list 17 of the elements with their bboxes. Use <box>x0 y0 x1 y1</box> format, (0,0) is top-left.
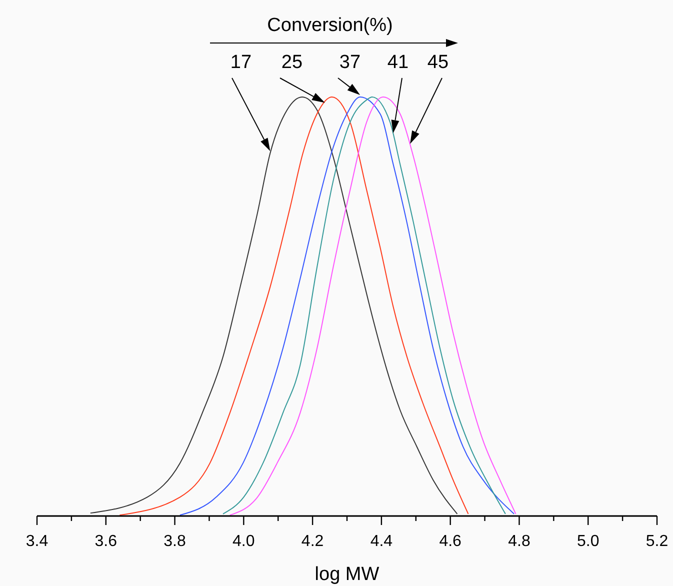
series-label: 41 <box>387 52 409 73</box>
series-label: 37 <box>339 52 361 73</box>
text: 4.0 <box>232 533 255 550</box>
x-tick-label: 4.6 <box>439 533 462 550</box>
text: 5.0 <box>576 533 600 550</box>
x-tick-label: 4.2 <box>301 533 324 550</box>
x-tick-label: 4.8 <box>508 533 530 550</box>
x-tick-label: 5.2 <box>646 533 668 550</box>
x-tick-label: 3.4 <box>26 533 48 550</box>
series-label: 25 <box>281 52 303 73</box>
x-axis-title: log MW <box>314 564 380 585</box>
text: 17 <box>230 52 252 73</box>
x-tick-label: 4.4 <box>370 533 393 550</box>
legend-title: Conversion(%) <box>267 15 393 36</box>
x-tick-label: 3.6 <box>94 533 118 550</box>
text: 45 <box>427 52 449 73</box>
x-tick-label: 3.8 <box>164 533 186 550</box>
